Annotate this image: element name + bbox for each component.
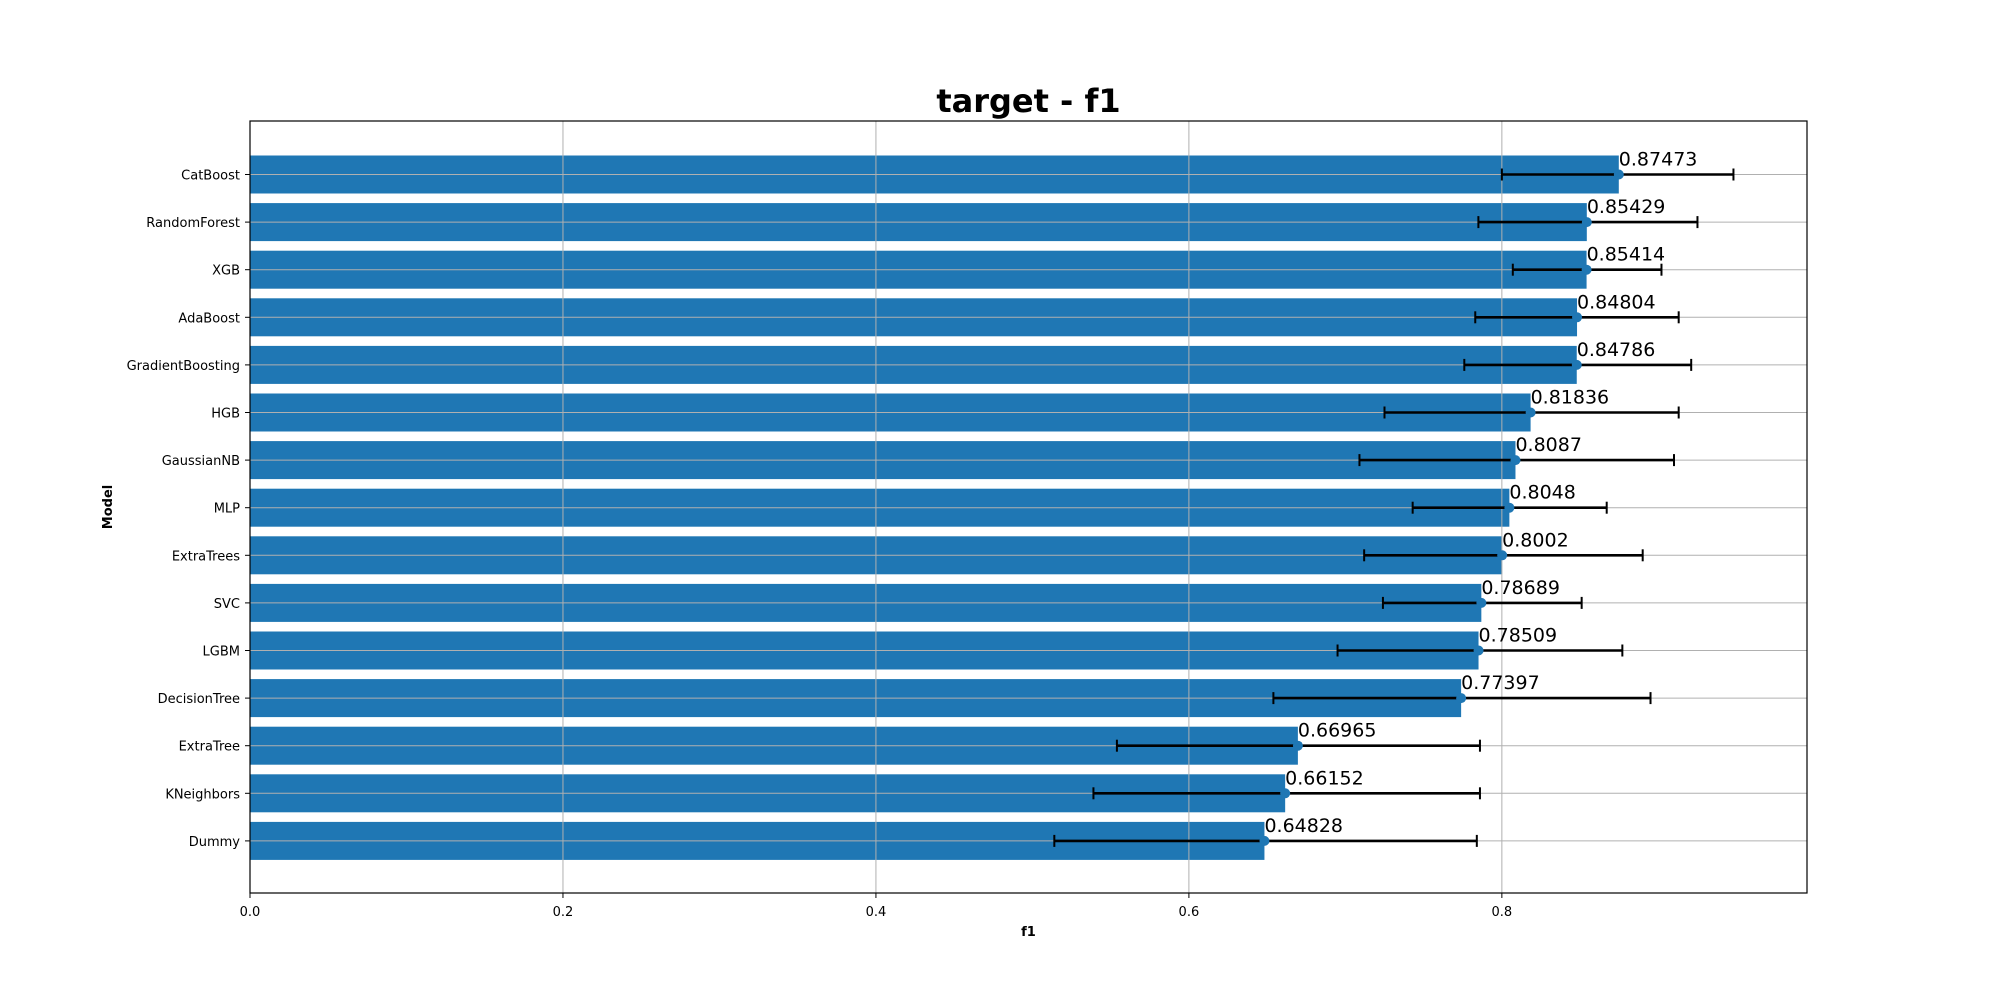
x-tick-label: 0.2 <box>553 905 574 920</box>
error-bar-hgb <box>1383 406 1680 419</box>
mean-marker <box>1581 264 1592 275</box>
plot-frame <box>249 120 1808 894</box>
error-bar-xgb <box>1511 263 1663 276</box>
value-label: 0.87473 <box>1619 149 1698 171</box>
value-label: 0.8048 <box>1509 482 1575 504</box>
error-bar-randomforest <box>1477 216 1699 229</box>
y-axis-label: Model <box>101 485 116 529</box>
value-label: 0.85429 <box>1587 196 1666 218</box>
mean-marker <box>1456 693 1467 704</box>
mean-marker <box>1504 502 1515 513</box>
mean-marker <box>1525 407 1536 418</box>
error-bar-gaussiannb <box>1358 454 1675 467</box>
y-tick-label: GradientBoosting <box>127 359 240 374</box>
mean-marker <box>1510 455 1521 466</box>
error-bar-dummy <box>1053 834 1478 847</box>
value-label: 0.84804 <box>1577 291 1656 313</box>
mean-marker <box>1613 169 1624 180</box>
error-bar-extratrees <box>1363 549 1644 562</box>
error-bar-decisiontree <box>1272 692 1652 705</box>
y-tick-label: LGBM <box>203 645 240 660</box>
mean-marker <box>1571 359 1582 370</box>
error-bar-catboost <box>1500 168 1735 181</box>
value-label: 0.64828 <box>1264 815 1343 837</box>
x-tick-label: 0.0 <box>240 905 261 920</box>
error-bar-kneighbors <box>1092 787 1481 800</box>
error-bar-adaboost <box>1474 311 1680 324</box>
x-tick-label: 0.4 <box>866 905 887 920</box>
mean-marker <box>1280 788 1291 799</box>
y-tick-label: ExtraTrees <box>172 549 240 564</box>
y-tick-label: RandomForest <box>146 216 240 231</box>
value-label: 0.8002 <box>1502 529 1568 551</box>
error-bar-svc <box>1381 596 1583 609</box>
error-bar-extratree <box>1115 739 1481 752</box>
y-tick-label: ExtraTree <box>179 740 240 755</box>
y-tick-label: DecisionTree <box>158 692 240 707</box>
y-tick-label: XGB <box>212 264 240 279</box>
mean-marker <box>1581 217 1592 228</box>
y-tick-label: MLP <box>214 502 240 517</box>
value-label: 0.85414 <box>1587 244 1666 266</box>
value-label: 0.66965 <box>1298 720 1377 742</box>
mean-marker <box>1259 835 1270 846</box>
y-tick-label: AdaBoost <box>178 311 240 326</box>
value-label: 0.78689 <box>1481 577 1560 599</box>
y-tick-label: GaussianNB <box>162 454 240 469</box>
error-bar-mlp <box>1411 501 1608 514</box>
mean-marker <box>1497 550 1508 561</box>
y-tick-label: Dummy <box>189 835 241 850</box>
value-label: 0.66152 <box>1285 767 1364 789</box>
error-bars <box>1053 168 1735 847</box>
mean-marker <box>1572 312 1583 323</box>
y-tick-label: SVC <box>214 597 240 612</box>
x-tick-label: 0.8 <box>1492 905 1513 920</box>
y-tick-label: CatBoost <box>181 169 240 184</box>
mean-marker <box>1476 597 1487 608</box>
value-label: 0.78509 <box>1479 625 1558 647</box>
value-label: 0.81836 <box>1531 387 1610 409</box>
error-bar-gradientboosting <box>1463 358 1693 371</box>
value-label: 0.8087 <box>1515 434 1581 456</box>
y-tick-label: HGB <box>211 407 240 422</box>
chart-title: target - f1 <box>936 82 1120 120</box>
y-tick-labels: CatBoost RandomForest XGB AdaBoost GradientB… <box>127 169 250 850</box>
value-label: 0.77397 <box>1461 672 1540 694</box>
x-axis-label: f1 <box>1021 925 1036 940</box>
x-tick-labels: 0.0 0.2 0.4 0.6 0.8 <box>240 893 1513 920</box>
error-bar-lgbm <box>1336 644 1624 657</box>
x-tick-label: 0.6 <box>1179 905 1200 920</box>
value-labels: 0.87473 0.85429 0.85414 0.84804 0.84786 0.818… <box>1264 149 1697 837</box>
mean-marker <box>1473 645 1484 656</box>
y-tick-label: KNeighbors <box>165 787 240 802</box>
value-label: 0.84786 <box>1577 339 1656 361</box>
mean-marker <box>1292 740 1303 751</box>
